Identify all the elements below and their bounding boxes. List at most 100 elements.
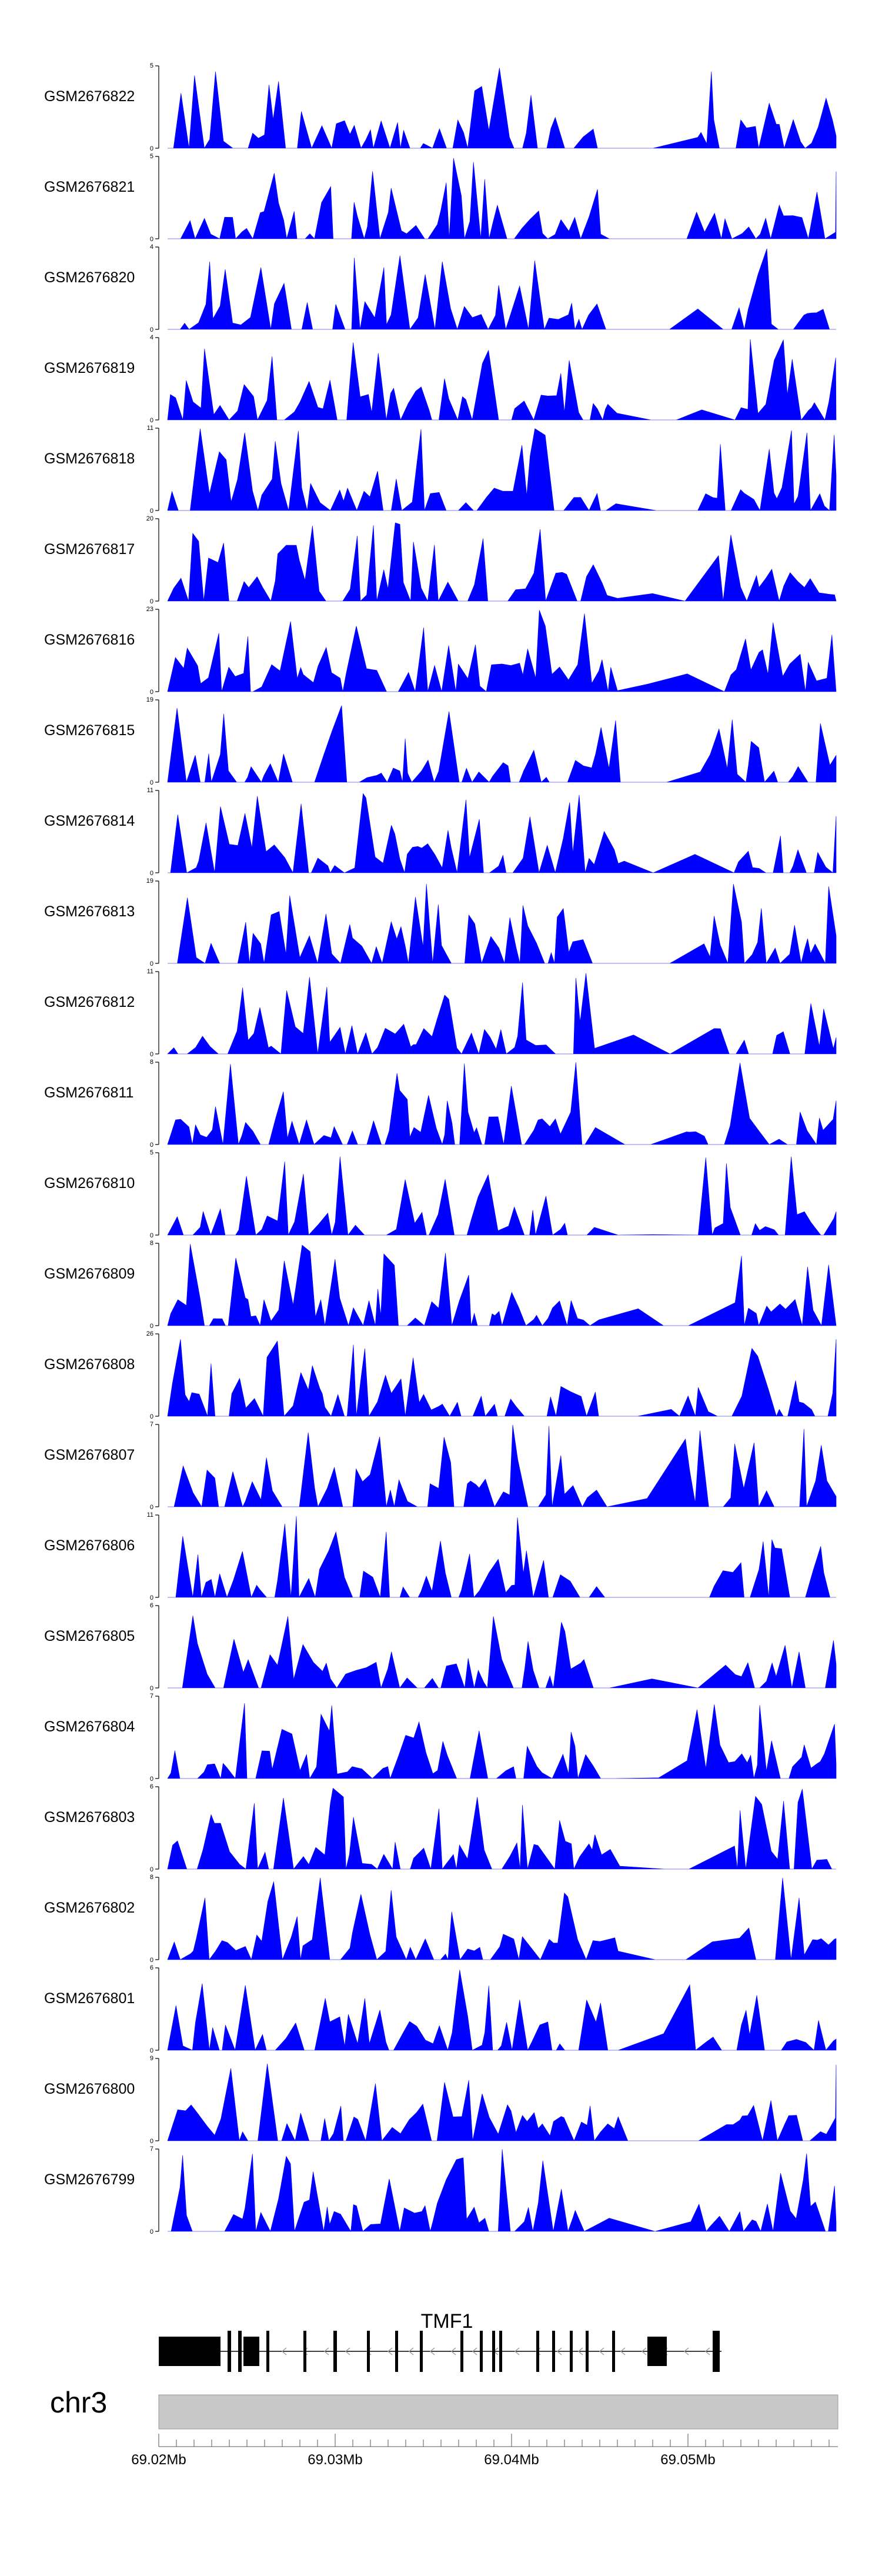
- exon-block: [586, 2331, 589, 2372]
- y-tick-label-max: 11: [147, 968, 153, 975]
- track-GSM2676816: GSM2676816 23 0: [44, 606, 837, 696]
- coverage-area: [167, 1970, 837, 2051]
- track-label: GSM2676807: [44, 1447, 135, 1463]
- track-label: GSM2676817: [44, 541, 135, 558]
- track-label: GSM2676806: [44, 1537, 135, 1554]
- exon-block: [238, 2331, 242, 2372]
- exon-block: [266, 2331, 269, 2372]
- y-tick-label-min: 0: [150, 1957, 153, 1964]
- y-tick-label-min: 0: [150, 779, 153, 786]
- coverage-area: [167, 522, 837, 602]
- track-label: GSM2676822: [44, 88, 135, 105]
- track-GSM2676811: GSM2676811 8 0: [44, 1059, 837, 1149]
- exon-block: [713, 2331, 720, 2372]
- exon-block: [303, 2331, 306, 2372]
- y-tick-label-min: 0: [150, 1776, 153, 1783]
- strand-arrow: [683, 2347, 689, 2355]
- track-GSM2676812: GSM2676812 11 0: [44, 968, 837, 1058]
- coverage-area: [168, 248, 836, 331]
- track-label: GSM2676813: [44, 903, 135, 920]
- exon-block: [333, 2331, 337, 2372]
- y-tick-label-max: 6: [150, 1783, 153, 1790]
- coverage-area: [168, 68, 837, 149]
- strand-arrow: [556, 2347, 562, 2355]
- strand-arrow: [281, 2347, 287, 2355]
- strand-arrow: [387, 2347, 393, 2355]
- y-tick-label-min: 0: [150, 689, 153, 696]
- track-GSM2676821: GSM2676821 5 0: [44, 153, 837, 243]
- x-tick-label: 69.05Mb: [660, 2452, 715, 2468]
- coverage-area: [167, 2063, 837, 2142]
- y-tick-label-max: 23: [146, 606, 153, 613]
- track-label: GSM2676810: [44, 1175, 135, 1192]
- coverage-area: [168, 158, 837, 240]
- exon-block: [460, 2331, 463, 2372]
- track-label: GSM2676805: [44, 1628, 135, 1644]
- y-tick-label-min: 0: [150, 326, 153, 333]
- y-tick-label-max: 8: [150, 1874, 153, 1881]
- y-tick-label-min: 0: [150, 1413, 153, 1420]
- track-label: GSM2676821: [44, 179, 135, 195]
- y-tick-label-max: 6: [150, 1964, 153, 1971]
- coverage-tracks: GSM267682250GSM267682150GSM267682040GSM2…: [44, 62, 837, 2235]
- y-tick-label-min: 0: [150, 1866, 153, 1873]
- chromosome-ticks: 69.02Mb 69.03Mb 69.04Mb 69.05Mb: [131, 2434, 838, 2468]
- y-tick-label-max: 11: [147, 787, 153, 794]
- strand-arrow: [408, 2347, 414, 2355]
- strand-arrow: [577, 2347, 583, 2355]
- track-label: GSM2676815: [44, 722, 135, 739]
- track-label: GSM2676820: [44, 269, 135, 286]
- coverage-area: [167, 1244, 837, 1327]
- track-GSM2676820: GSM2676820 4 0: [44, 243, 836, 333]
- strand-arrow: [323, 2347, 329, 2355]
- track-GSM2676809: GSM2676809 8 0: [44, 1240, 837, 1330]
- coverage-area: [168, 2149, 837, 2232]
- y-tick-label-max: 5: [150, 1149, 153, 1156]
- coverage-area: [168, 793, 837, 874]
- coverage-area: [167, 1339, 837, 1417]
- y-tick-label-min: 0: [150, 236, 153, 243]
- y-tick-label-min: 0: [150, 960, 153, 967]
- track-label: GSM2676819: [44, 360, 135, 376]
- track-label: GSM2676800: [44, 2081, 135, 2097]
- track-GSM2676818: GSM2676818 11 0: [44, 425, 837, 515]
- gene-label: TMF1: [421, 2310, 473, 2333]
- track-GSM2676799: GSM2676799 7 0: [44, 2145, 837, 2235]
- strand-arrow: [345, 2347, 350, 2355]
- chromosome-axis-track: chr3 69.02Mb 69.03Mb 69.04Mb 69.05Mb: [50, 2386, 838, 2468]
- chromosome-region-bar: [158, 2394, 838, 2430]
- y-tick-label-max: 26: [146, 1330, 153, 1337]
- strand-arrow: [514, 2347, 520, 2355]
- track-label: GSM2676799: [44, 2171, 135, 2188]
- y-tick-label-min: 0: [150, 2138, 153, 2145]
- coverage-area: [167, 428, 837, 512]
- strand-arrow: [472, 2347, 477, 2355]
- y-tick-label-max: 7: [150, 1693, 153, 1700]
- track-GSM2676822: GSM2676822 5 0: [44, 62, 837, 152]
- y-tick-label-max: 4: [150, 334, 153, 341]
- exon-block: [647, 2337, 667, 2366]
- strand-arrow: [641, 2347, 647, 2355]
- y-tick-label-min: 0: [150, 1323, 153, 1330]
- track-GSM2676807: GSM2676807 7 0: [44, 1421, 837, 1511]
- x-tick-label: 69.04Mb: [484, 2452, 539, 2468]
- y-tick-label-max: 8: [150, 1059, 153, 1066]
- x-tick-label: 69.03Mb: [308, 2452, 362, 2468]
- track-GSM2676813: GSM2676813 19 0: [44, 877, 837, 967]
- strand-arrow: [450, 2347, 456, 2355]
- y-tick-label-min: 0: [150, 1051, 153, 1058]
- coverage-area: [167, 1062, 837, 1146]
- y-tick-label-min: 0: [150, 145, 153, 152]
- exon-block: [395, 2331, 398, 2372]
- strand-arrow: [620, 2347, 626, 2355]
- track-label: GSM2676808: [44, 1356, 135, 1373]
- exon-block: [612, 2331, 615, 2372]
- coverage-area: [168, 1424, 837, 1508]
- coverage-area: [167, 1877, 837, 1960]
- y-tick-label-min: 0: [150, 1685, 153, 1692]
- track-GSM2676803: GSM2676803 6 0: [44, 1783, 836, 1873]
- y-tick-label-min: 0: [150, 417, 153, 424]
- y-tick-label-min: 0: [150, 2047, 153, 2054]
- coverage-area: [167, 1156, 837, 1236]
- y-tick-label-max: 7: [150, 2145, 153, 2153]
